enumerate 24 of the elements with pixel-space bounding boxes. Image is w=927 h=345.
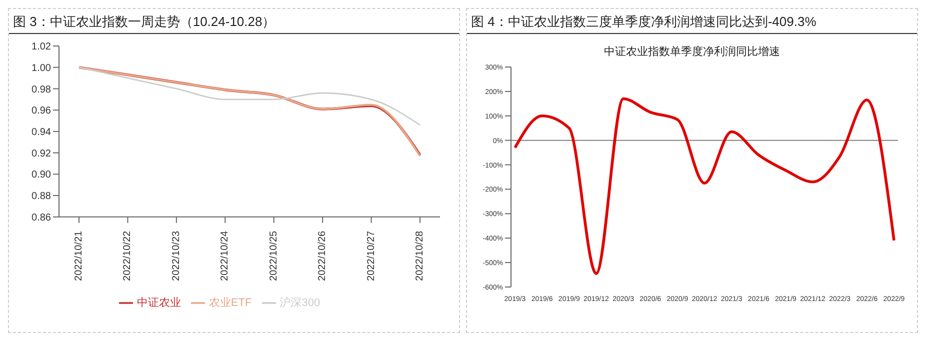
y-tick-label: 0.92	[32, 148, 52, 160]
y-tick-label: 0.90	[32, 170, 52, 181]
chart-title: 图 3：中证农业指数一周走势（10.24-10.28）	[9, 9, 459, 34]
line-series	[78, 66, 421, 126]
x-tick-label: 2022/10/26	[317, 230, 328, 281]
legend-label: 农业ETF	[208, 296, 252, 309]
x-tick-label: 2022/10/23	[170, 230, 182, 281]
y-tick-label: 0.98	[32, 84, 52, 96]
chart-title: 图 4：中证农业指数三度单季度净利润增速同比达到-409.3%	[467, 9, 917, 34]
y-tick-label: 0.96	[32, 106, 52, 117]
y-tick-label: 0.94	[32, 127, 52, 138]
line-series	[514, 97, 896, 275]
y-tick-label: 0.88	[32, 191, 52, 202]
x-tick-label: 2022/10/21	[74, 230, 84, 281]
x-tick-label: 2022/10/27	[366, 230, 377, 281]
x-tick-label: 2022/10/28	[414, 230, 426, 281]
y-tick-label: 1.00	[32, 62, 52, 74]
chart-subtitle: 中证农业指数单季度净利润同比增速	[603, 44, 781, 59]
x-tick-label: 2022/10/22	[122, 230, 134, 281]
y-tick-label: 1.02	[32, 42, 52, 53]
y-tick-label: 0.86	[32, 212, 52, 224]
legend-label: 中证农业	[136, 296, 181, 309]
x-tick-label: 2022/10/25	[268, 230, 280, 281]
x-tick-label: 2022/10/24	[220, 230, 231, 281]
